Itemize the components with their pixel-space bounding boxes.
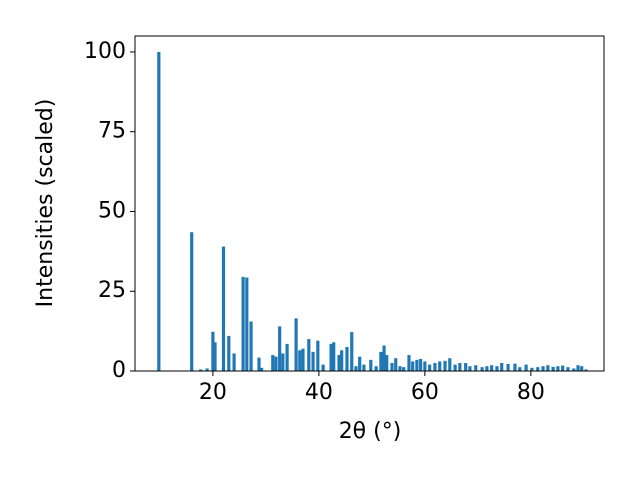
bar xyxy=(536,367,540,371)
bar xyxy=(332,342,336,371)
bar xyxy=(354,366,358,371)
bar xyxy=(281,353,285,371)
bar xyxy=(379,351,383,371)
bar xyxy=(301,348,305,371)
bar xyxy=(340,350,344,371)
bar xyxy=(474,365,478,371)
bar xyxy=(428,364,432,371)
bar xyxy=(227,335,231,371)
bar xyxy=(337,355,341,371)
bar xyxy=(232,353,236,371)
axes-frame xyxy=(134,35,605,372)
bar xyxy=(362,364,366,371)
bar xyxy=(480,367,484,371)
bar xyxy=(443,360,447,371)
bar xyxy=(490,365,494,371)
bar xyxy=(438,361,442,371)
y-tick-label: 75 xyxy=(98,119,126,144)
bar xyxy=(433,363,437,371)
bar xyxy=(213,342,217,371)
y-tick-label: 25 xyxy=(98,278,126,303)
bar xyxy=(369,359,373,371)
bar xyxy=(385,355,389,371)
x-tick-label: 60 xyxy=(411,380,439,405)
bar xyxy=(485,366,489,371)
bar xyxy=(345,347,349,371)
bar xyxy=(402,367,406,371)
bar xyxy=(453,364,457,371)
bar xyxy=(199,369,203,371)
bar xyxy=(415,359,419,371)
bar xyxy=(556,366,560,371)
bar xyxy=(271,355,275,371)
bar xyxy=(407,355,411,371)
bar xyxy=(374,366,378,371)
bar xyxy=(257,357,261,371)
y-axis-label: Intensities (scaled) xyxy=(33,99,58,308)
bar xyxy=(311,351,315,371)
y-tick-label: 100 xyxy=(84,39,126,64)
bar xyxy=(249,321,253,371)
bar xyxy=(245,277,249,371)
bar xyxy=(211,331,215,371)
bar xyxy=(580,366,584,371)
y-tick-label: 0 xyxy=(112,358,126,383)
bar xyxy=(316,340,320,371)
bar xyxy=(285,343,289,371)
bar xyxy=(190,232,194,371)
bar xyxy=(518,367,522,371)
bar xyxy=(298,350,302,371)
bar xyxy=(278,326,282,371)
x-tick-label: 20 xyxy=(199,380,227,405)
bar xyxy=(551,366,555,371)
bar xyxy=(307,339,311,371)
bar xyxy=(464,363,468,371)
bar xyxy=(500,363,504,371)
bar xyxy=(205,368,209,371)
bar xyxy=(458,363,462,371)
bar xyxy=(321,364,325,371)
bar xyxy=(561,365,565,371)
bar xyxy=(468,366,472,371)
bar xyxy=(541,366,545,371)
bar xyxy=(157,51,161,371)
x-tick-label: 40 xyxy=(305,380,333,405)
bar xyxy=(546,365,550,371)
bar xyxy=(274,356,278,371)
bar xyxy=(398,366,402,371)
x-axis-label: 2θ (°) xyxy=(339,419,402,444)
bar xyxy=(390,363,394,371)
bar xyxy=(448,358,452,371)
bar xyxy=(350,332,354,371)
bar xyxy=(423,361,427,371)
y-tick-label: 50 xyxy=(98,198,126,223)
x-tick-label: 80 xyxy=(517,380,545,405)
bar xyxy=(221,246,226,371)
bar xyxy=(584,369,588,371)
bar xyxy=(294,318,298,371)
bar xyxy=(530,367,534,371)
bar xyxy=(329,343,333,371)
bar xyxy=(506,363,510,371)
bar xyxy=(411,361,415,371)
bar xyxy=(524,364,528,371)
bar xyxy=(260,367,264,371)
bar xyxy=(576,365,580,371)
bar xyxy=(382,345,386,371)
bar xyxy=(572,368,576,371)
bar xyxy=(358,356,362,371)
bar xyxy=(419,358,423,371)
bar xyxy=(241,276,245,371)
bar xyxy=(495,366,499,371)
bar xyxy=(513,363,517,371)
bar xyxy=(394,358,398,371)
bar xyxy=(566,367,570,371)
